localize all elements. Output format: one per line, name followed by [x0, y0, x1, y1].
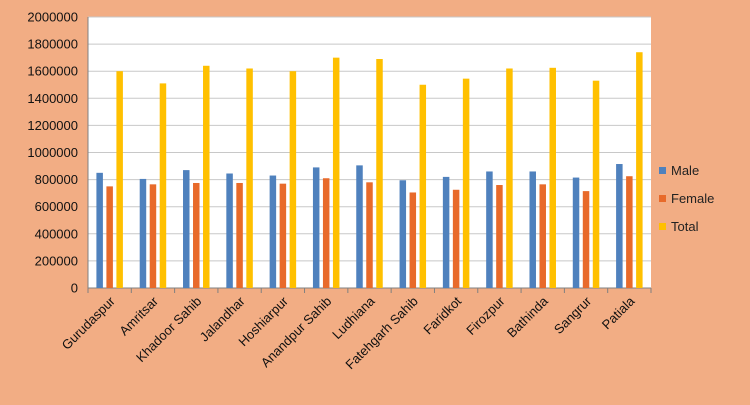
y-tick-label: 2000000 [27, 10, 78, 25]
y-axis-ticks: 0 200000 400000 600000 800000 1000000 1200000 1… [27, 10, 78, 296]
y-tick-label: 0 [71, 281, 78, 296]
y-tick-label: 800000 [35, 172, 78, 187]
bar-female-faridkot [452, 189, 460, 288]
y-tick-label: 400000 [35, 226, 78, 241]
legend-swatch-male [659, 167, 666, 174]
bar-male-faridkot [442, 176, 450, 288]
bar-male-firozpur [486, 171, 493, 288]
bar-female-gurudaspur [106, 186, 113, 288]
y-tick-label: 200000 [35, 253, 78, 268]
bar-female-fatehgarh-sahib [409, 192, 417, 288]
bar-total-anandpur-sahib [332, 57, 340, 289]
legend-swatch-female [659, 195, 666, 202]
bar-total-jalandhar [246, 68, 253, 289]
x-tick-label: Gurudaspur [59, 293, 119, 353]
bar-total-gurudaspur [116, 71, 123, 288]
bar-female-hoshiarpur [279, 183, 287, 288]
x-tick-label: Sangrur [551, 293, 595, 337]
bar-female-patiala [626, 176, 633, 288]
legend-label-male: Male [671, 163, 699, 178]
bar-female-sangrur [582, 191, 590, 288]
bar-female-anandpur-sahib [322, 178, 330, 288]
bar-female-ludhiana [366, 182, 373, 288]
bar-total-bathinda [549, 67, 556, 288]
bar-male-fatehgarh-sahib [399, 180, 407, 288]
y-tick-label: 600000 [35, 199, 78, 214]
bar-male-amritsar [139, 178, 147, 288]
bar-female-bathinda [539, 184, 546, 288]
bar-male-sangrur [572, 177, 580, 288]
y-tick-label: 1200000 [27, 118, 78, 133]
bar-total-khadoor-sahib [203, 65, 210, 288]
bar-total-fatehgarh-sahib [419, 84, 427, 288]
y-tick-label: 1000000 [27, 145, 78, 160]
bar-total-patiala [636, 52, 643, 289]
legend: Male Female Total [659, 163, 714, 234]
bar-total-sangrur [592, 80, 600, 288]
y-tick-label: 1800000 [27, 37, 78, 52]
bar-total-hoshiarpur [289, 71, 297, 288]
bar-male-bathinda [529, 171, 536, 288]
legend-label-female: Female [671, 191, 714, 206]
bar-total-ludhiana [376, 59, 383, 288]
bar-male-gurudaspur [96, 172, 103, 288]
x-tick-label: Bathinda [504, 293, 551, 340]
legend-label-total: Total [671, 219, 699, 234]
bar-female-jalandhar [236, 182, 243, 288]
bar-male-hoshiarpur [269, 175, 277, 288]
bar-male-patiala [616, 164, 623, 288]
bars [96, 52, 643, 289]
bar-male-jalandhar [226, 173, 233, 288]
x-tick-label: Faridkot [420, 293, 464, 337]
bar-total-faridkot [462, 78, 470, 288]
bar-female-khadoor-sahib [193, 182, 200, 288]
x-tick-label: Patiala [599, 293, 638, 332]
bar-female-firozpur [496, 185, 503, 288]
bar-female-amritsar [149, 184, 157, 288]
legend-swatch-total [659, 223, 666, 230]
x-tick-label: Firozpur [463, 293, 508, 338]
bar-male-anandpur-sahib [312, 167, 320, 288]
bar-male-khadoor-sahib [183, 170, 190, 288]
y-tick-label: 1600000 [27, 64, 78, 79]
bar-total-firozpur [506, 68, 513, 289]
y-tick-label: 1400000 [27, 91, 78, 106]
bar-male-ludhiana [356, 165, 363, 288]
bar-total-amritsar [159, 83, 167, 289]
